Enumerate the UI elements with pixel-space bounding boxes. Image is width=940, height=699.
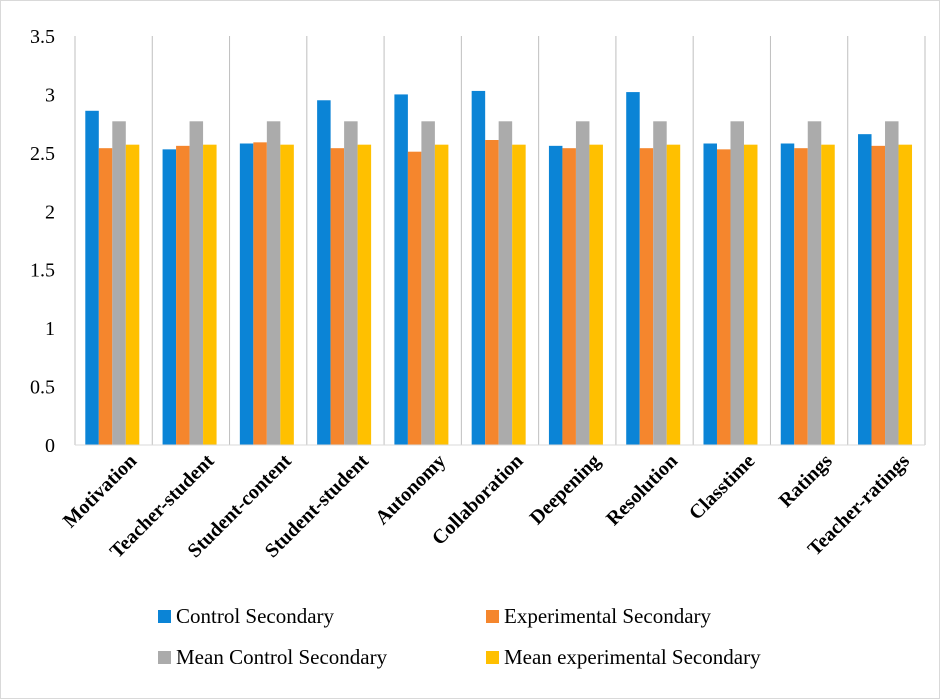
bar (562, 148, 576, 445)
bar (703, 143, 717, 445)
bar (743, 144, 758, 446)
bar (239, 143, 254, 445)
x-tick-label: Autonomy (371, 450, 450, 529)
legend-item: Mean experimental Secondary (486, 645, 761, 669)
bars (85, 90, 913, 446)
bar (253, 142, 267, 445)
legend-swatch (486, 610, 499, 623)
y-tick-label: 3.5 (30, 26, 55, 48)
legend-swatch (158, 610, 171, 623)
y-tick-label: 2.5 (30, 143, 55, 165)
bar (471, 90, 486, 446)
bar (98, 148, 113, 445)
bar (626, 92, 640, 445)
bar (162, 149, 177, 445)
x-tick-label: Resolution (602, 450, 682, 530)
category-separators (74, 36, 926, 445)
bar (203, 144, 217, 446)
bar (85, 110, 99, 445)
y-axis-ticks: 0 0.5 1 1.5 2 2.5 3 3.5 (30, 26, 55, 457)
bar (330, 148, 345, 445)
y-tick-label: 0 (45, 435, 55, 457)
bar (858, 134, 872, 445)
bar (821, 144, 835, 446)
x-axis-category-labels: MotivationTeacher-studentStudent-content… (59, 450, 914, 563)
bar (794, 148, 808, 445)
legend-label: Control Secondary (176, 604, 335, 628)
legend-item: Control Secondary (158, 604, 335, 628)
bar (666, 144, 681, 446)
bar (280, 144, 294, 446)
bar (485, 140, 499, 445)
bar (317, 100, 331, 446)
bar (575, 121, 590, 445)
y-tick-label: 2 (45, 201, 55, 223)
legend-swatch (158, 651, 171, 664)
legend-swatch (486, 651, 499, 664)
bar (266, 121, 281, 445)
bar (498, 121, 513, 445)
x-tick-label: Ratings (775, 450, 837, 512)
legend-item: Mean Control Secondary (158, 645, 388, 669)
y-tick-label: 1 (45, 318, 55, 340)
bar (189, 121, 204, 445)
y-tick-label: 1.5 (30, 260, 55, 282)
bar (421, 121, 435, 445)
bar (871, 145, 886, 446)
y-tick-label: 3 (45, 84, 55, 106)
bar (589, 144, 603, 446)
bar (176, 145, 190, 446)
bar (512, 144, 526, 446)
bar (394, 94, 408, 445)
legend: Control Secondary Experimental Secondary M… (158, 604, 761, 669)
bar (730, 121, 744, 445)
x-tick-label: Deepening (526, 450, 605, 529)
bar (357, 144, 372, 446)
bar (807, 121, 822, 445)
legend-label: Experimental Secondary (504, 604, 712, 628)
bar (639, 148, 654, 445)
bar (344, 121, 358, 445)
x-tick-label: Classtime (685, 450, 760, 525)
bar (898, 144, 913, 446)
bar (125, 144, 140, 446)
bar (653, 121, 667, 445)
bar (112, 121, 126, 445)
bar (548, 145, 563, 446)
legend-item: Experimental Secondary (486, 604, 712, 628)
legend-label: Mean experimental Secondary (504, 645, 761, 669)
bar (716, 149, 731, 445)
bar (780, 143, 795, 445)
bar (434, 144, 449, 446)
y-tick-label: 0.5 (30, 377, 55, 399)
bar (407, 151, 422, 445)
x-tick-label: Motivation (59, 450, 141, 532)
legend-label: Mean Control Secondary (176, 645, 388, 669)
bar (885, 121, 899, 445)
